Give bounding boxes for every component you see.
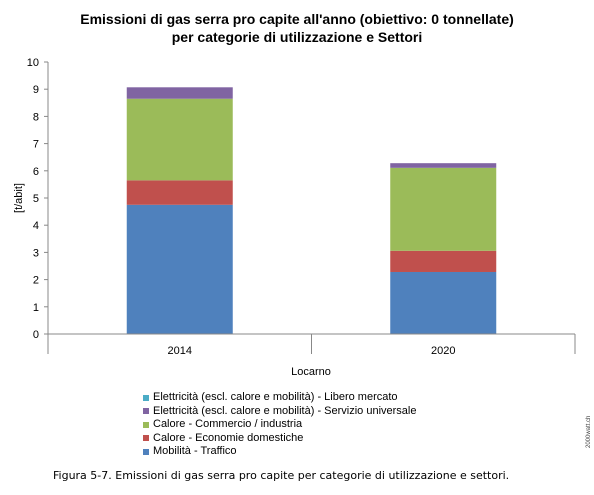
y-tick-label: 0 xyxy=(33,329,39,341)
x-category-label: 2020 xyxy=(431,345,455,357)
bar-segment-2014-series-0 xyxy=(126,204,233,334)
legend-swatch xyxy=(143,448,149,455)
y-tick-label: 4 xyxy=(33,220,39,232)
bar-segment-2020-series-1 xyxy=(390,250,497,272)
chart-title-line-1: Emissioni di gas serra pro capite all'an… xyxy=(80,11,514,27)
y-tick-label: 3 xyxy=(33,247,39,259)
legend-swatch xyxy=(143,394,149,401)
x-axis-ticks: 2014 2020 xyxy=(47,334,576,357)
watermark: 2000watt.ch xyxy=(586,415,592,448)
y-tick-label: 1 xyxy=(33,302,39,314)
legend-item: Calore - Commercio / industria xyxy=(143,418,416,432)
legend-item: Mobilità - Traffico xyxy=(143,445,416,459)
legend-swatch xyxy=(143,421,149,428)
y-axis-ticks: 0 1 2 3 4 5 6 7 8 9 10 xyxy=(27,57,48,341)
legend-item: Elettricità (escl. calore e mobilità) - … xyxy=(143,391,416,405)
figure-caption: Figura 5-7. Emissioni di gas serra pro c… xyxy=(53,469,510,482)
x-category-label: 2014 xyxy=(168,345,192,357)
legend-label: Calore - Economie domestiche xyxy=(153,431,304,444)
y-tick-label: 5 xyxy=(33,193,39,205)
bar-segment-2014-series-2 xyxy=(126,98,233,181)
chart-title: Emissioni di gas serra pro capite all'an… xyxy=(0,10,594,46)
bar-segment-2020-series-0 xyxy=(390,271,497,334)
legend-label: Elettricità (escl. calore e mobilità) - … xyxy=(153,391,398,403)
y-tick-label: 8 xyxy=(33,111,39,123)
plot-area xyxy=(126,87,497,334)
x-axis-title: Locarno xyxy=(291,366,331,378)
y-tick-label: 7 xyxy=(33,139,39,151)
legend: Elettricità (escl. calore e mobilità) - … xyxy=(143,391,416,459)
bar-segment-2014-series-1 xyxy=(126,180,233,205)
bar-segment-2020-series-3 xyxy=(390,163,497,168)
bar-segment-2020-series-2 xyxy=(390,167,497,251)
y-tick-label: 10 xyxy=(27,57,39,69)
legend-label: Mobilità - Traffico xyxy=(153,445,237,457)
y-tick-label: 2 xyxy=(33,275,39,287)
legend-item: Elettricità (escl. calore e mobilità) - … xyxy=(143,405,416,419)
y-axis-title: [t/abit] xyxy=(13,183,25,213)
bar-segment-2014-series-3 xyxy=(126,87,233,99)
legend-swatch xyxy=(143,435,149,442)
legend-label: Calore - Commercio / industria xyxy=(153,418,303,430)
y-tick-label: 9 xyxy=(33,84,39,96)
legend-item: Calore - Economie domestiche xyxy=(143,432,416,446)
y-tick-label: 6 xyxy=(33,166,39,178)
legend-swatch xyxy=(143,408,149,415)
legend-label: Elettricità (escl. calore e mobilità) - … xyxy=(153,404,417,417)
chart-title-line-2: per categorie di utilizzazione e Settori xyxy=(171,29,423,45)
